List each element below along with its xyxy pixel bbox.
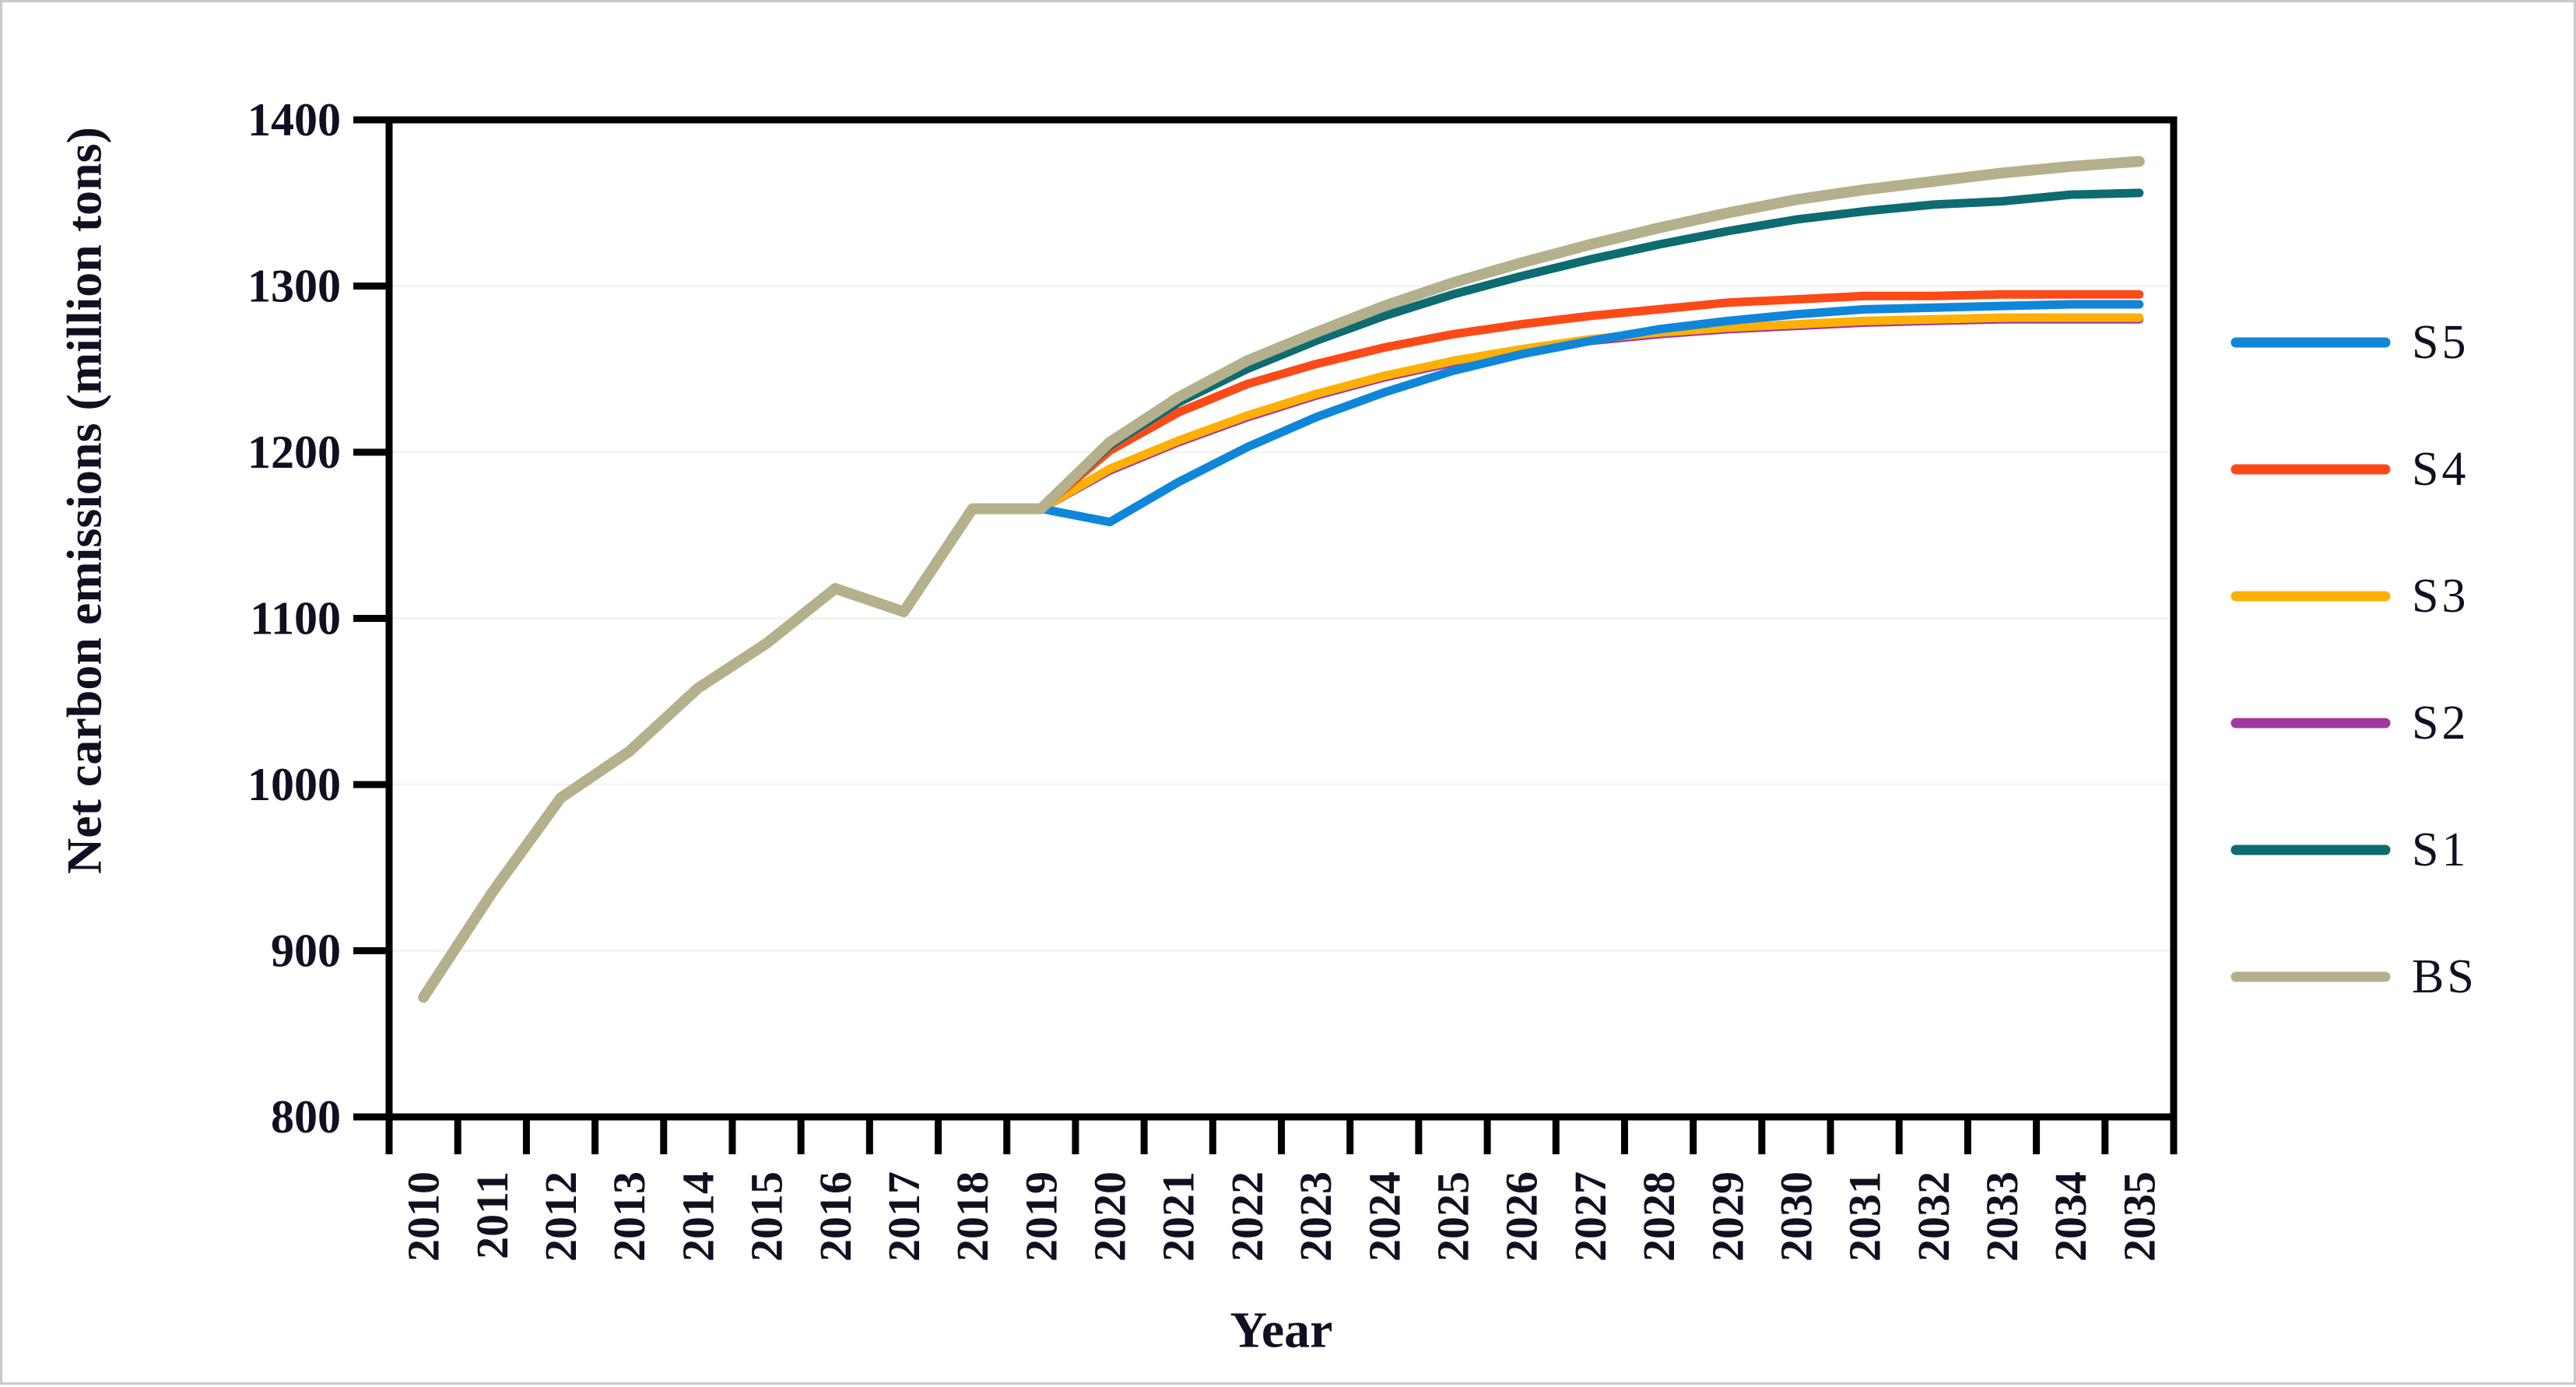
x-axis-title: Year [1230, 1302, 1333, 1359]
x-tick-label: 2020 [1085, 1171, 1135, 1262]
legend-item-s3: S3 [2230, 570, 2469, 623]
x-tick-label: 2026 [1497, 1171, 1547, 1262]
x-tick-label: 2030 [1771, 1171, 1821, 1262]
x-tick-label: 2035 [2114, 1171, 2164, 1262]
x-tick-label: 2028 [1634, 1171, 1684, 1262]
legend-label-s2: S2 [2412, 697, 2469, 750]
legend-item-bs: BS [2230, 950, 2477, 1003]
series-line-s3 [419, 313, 2144, 1002]
x-tick-label: 2027 [1565, 1171, 1616, 1262]
x-tick-label: 2011 [467, 1171, 518, 1259]
x-tick-label: 2019 [1016, 1171, 1066, 1262]
x-tick-label: 2014 [672, 1171, 723, 1262]
legend-item-s5: S5 [2230, 316, 2469, 369]
x-tick-label: 2021 [1153, 1171, 1204, 1262]
legend-item-s2: S2 [2230, 697, 2469, 750]
y-axis-title: Net carbon emissions (million tons) [57, 127, 112, 874]
legend-label-s1: S1 [2412, 823, 2469, 876]
series-line-s1 [419, 188, 2144, 1002]
x-tick-label: 2017 [879, 1171, 929, 1262]
series-line-s4 [419, 290, 2144, 1002]
x-tick-label: 2029 [1702, 1171, 1753, 1262]
series-line-s2 [419, 314, 2144, 1002]
x-tick-label: 2010 [398, 1171, 449, 1262]
legend-label-s4: S4 [2412, 443, 2469, 496]
x-tick-label: 2024 [1359, 1171, 1409, 1262]
x-tick-label: 2022 [1222, 1171, 1272, 1262]
legend-item-s4: S4 [2230, 443, 2469, 496]
y-tick-label: 1000 [247, 759, 341, 810]
x-tick-label: 2016 [810, 1171, 861, 1262]
legend-label-s5: S5 [2412, 316, 2469, 369]
x-tick-label: 2018 [947, 1171, 998, 1262]
y-tick-label: 1400 [247, 94, 341, 146]
legend-label-bs: BS [2412, 950, 2477, 1003]
legend-item-s1: S1 [2230, 823, 2469, 876]
y-tick-label: 1200 [247, 427, 341, 478]
y-tick-label: 900 [271, 925, 341, 977]
x-tick-label: 2032 [1908, 1171, 1959, 1262]
series-line-bs [418, 156, 2145, 1003]
x-tick-label: 2013 [604, 1171, 655, 1262]
y-tick-label: 1100 [250, 593, 341, 644]
y-tick-label: 800 [271, 1091, 341, 1143]
y-tick-label: 1300 [247, 261, 341, 312]
x-tick-label: 2012 [535, 1171, 586, 1262]
legend-label-s3: S3 [2412, 570, 2469, 623]
x-tick-label: 2023 [1290, 1171, 1341, 1262]
x-tick-label: 2031 [1840, 1171, 1890, 1262]
x-tick-label: 2034 [2045, 1171, 2096, 1262]
x-tick-label: 2033 [1977, 1171, 2027, 1262]
x-tick-label: 2025 [1427, 1171, 1478, 1262]
x-tick-label: 2015 [742, 1171, 792, 1262]
